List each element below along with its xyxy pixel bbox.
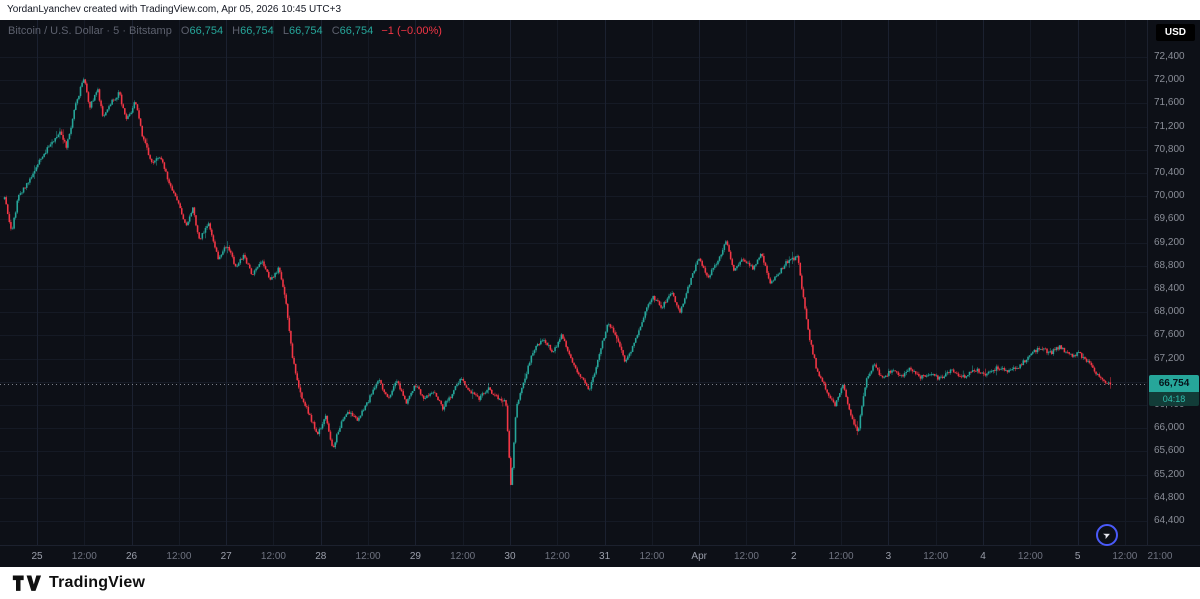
time-axis[interactable]: 25 12:00 26 12:00 27 12:00 28 12:00 29 12:00 30 12:… — [0, 545, 1200, 567]
time-tick-label: 12:00 — [544, 551, 570, 562]
price-tick-label: 71,200 — [1154, 120, 1185, 132]
close-label: C — [331, 25, 340, 37]
price-tick-label: 67,200 — [1154, 352, 1185, 364]
price-tick-label: 69,200 — [1154, 236, 1185, 248]
low-value: 66,754 — [288, 25, 323, 37]
high-label: H — [232, 25, 241, 37]
price-tick-label: 71,600 — [1154, 97, 1185, 109]
time-tick-label: 12:00 — [355, 551, 381, 562]
current-price-badge: 66,754 04:18 — [1149, 375, 1199, 407]
price-tick-label: 72,000 — [1154, 74, 1185, 86]
price-tick-label: 65,600 — [1154, 445, 1185, 457]
price-tick-label: 70,800 — [1154, 143, 1185, 155]
high-value: 66,754 — [240, 25, 274, 37]
price-tick-label: 68,000 — [1154, 306, 1185, 318]
tradingview-brand: TradingView — [12, 572, 145, 594]
symbol-title: Bitcoin / U.S. Dollar · 5 · Bitstamp — [8, 25, 172, 37]
time-tick-label: 12:00 — [166, 551, 192, 562]
price-tick-label: 70,000 — [1154, 190, 1185, 202]
time-tick-label: 2 — [791, 551, 797, 562]
time-tick-label: 12:00 — [1017, 551, 1043, 562]
time-tick-label: 12:00 — [923, 551, 949, 562]
price-tick-label: 64,800 — [1154, 491, 1185, 503]
mouse-cursor-icon: ➤ — [1096, 524, 1118, 546]
price-tick-label: 69,600 — [1154, 213, 1185, 225]
symbol-legend: Bitcoin / U.S. Dollar · 5 · Bitstamp O66… — [8, 25, 442, 37]
attribution-text: YordanLyanchev created with TradingView.… — [7, 4, 342, 15]
footer-bar: TradingView — [0, 567, 1200, 599]
close-value: 66,754 — [339, 25, 374, 37]
time-tick-label: 12:00 — [1112, 551, 1138, 562]
price-tick-label: 65,200 — [1154, 468, 1185, 480]
time-tick-label: 12:00 — [71, 551, 97, 562]
tradingview-logo-icon — [12, 572, 42, 594]
currency-toggle-button[interactable]: USD — [1155, 24, 1195, 41]
open-value: 66,754 — [189, 25, 224, 37]
price-tick-label: 66,000 — [1154, 422, 1185, 434]
price-tick-label: 68,400 — [1154, 283, 1185, 294]
price-tick-label: 64,400 — [1154, 515, 1185, 526]
current-price-label: 66,754 — [1149, 375, 1199, 393]
time-tick-label: Apr — [691, 551, 707, 562]
time-tick-label: 27 — [220, 551, 232, 562]
time-tick-label: 28 — [315, 551, 327, 562]
price-tick-label: 67,600 — [1154, 329, 1185, 341]
time-tick-label: 31 — [599, 551, 611, 562]
time-tick-label: 12:00 — [828, 551, 854, 562]
time-tick-label: 4 — [980, 551, 986, 562]
time-tick-label: 12:00 — [260, 551, 286, 562]
price-tick-label: 72,400 — [1154, 51, 1185, 62]
bar-countdown: 04:18 — [1149, 392, 1199, 407]
price-axis[interactable]: 66,754 04:18 72,400 72,000 71,600 71,200 70,… — [1147, 20, 1200, 545]
time-tick-label: 3 — [885, 551, 892, 562]
time-tick-label: 12:00 — [450, 551, 476, 562]
time-tick-label: 29 — [409, 551, 421, 562]
time-tick-label: 12:00 — [639, 551, 665, 562]
open-label: O — [180, 25, 190, 37]
price-tick-label: 68,800 — [1154, 259, 1185, 271]
time-tick-label: 5 — [1074, 551, 1081, 562]
time-tick-label: 30 — [504, 551, 516, 562]
chart-panel: Bitcoin / U.S. Dollar · 5 · Bitstamp O66… — [0, 20, 1200, 567]
price-tick-label: 70,400 — [1154, 167, 1185, 178]
low-label: L — [282, 25, 289, 37]
time-tick-label: 25 — [31, 551, 43, 562]
candlestick-chart[interactable] — [0, 20, 1147, 545]
change-value: −1 (−0.00%) — [381, 25, 442, 37]
time-tick-label: 12:00 — [733, 551, 759, 562]
time-tick-label: 21:00 — [1147, 551, 1173, 562]
time-tick-label: 26 — [125, 551, 138, 562]
brand-name: TradingView — [49, 574, 146, 591]
attribution-bar: YordanLyanchev created with TradingView.… — [0, 0, 1200, 20]
